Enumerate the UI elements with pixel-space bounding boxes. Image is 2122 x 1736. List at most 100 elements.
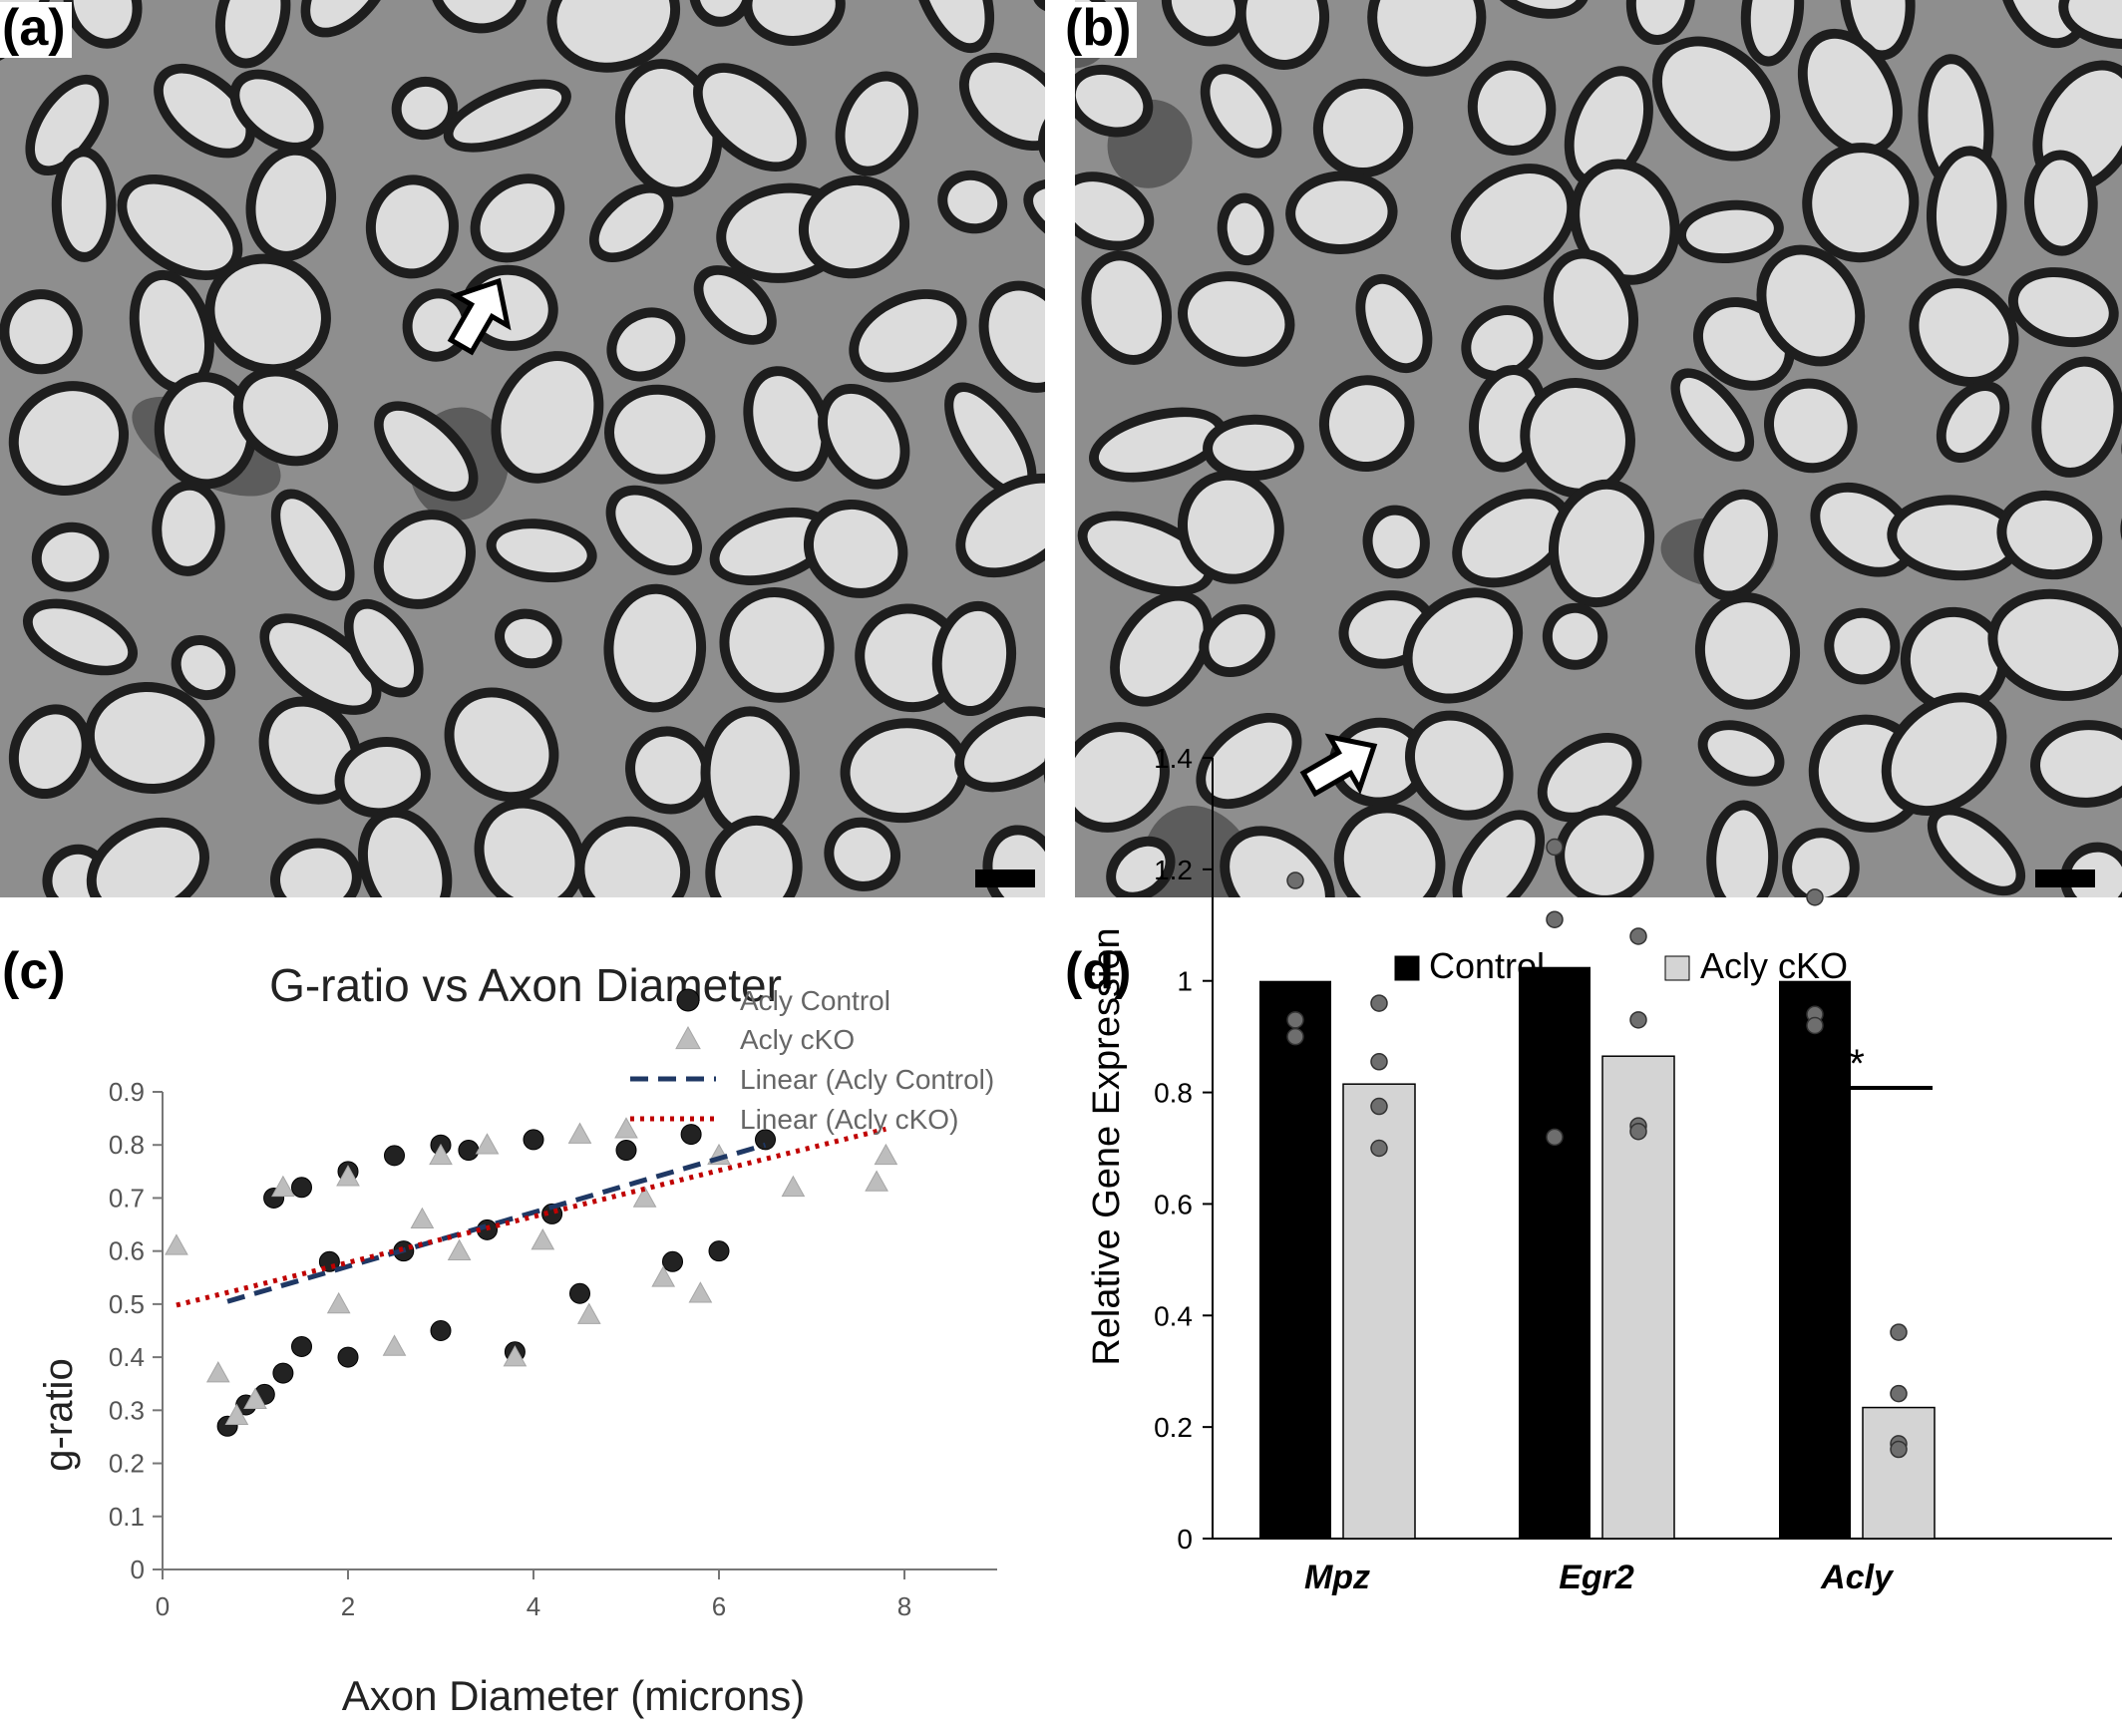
scatter-point-ckO — [865, 1170, 888, 1192]
axon — [710, 716, 790, 830]
panel-label-d: (d) — [1063, 945, 1138, 1001]
axon — [2006, 500, 2093, 570]
scatter-point-ckO — [567, 1122, 592, 1144]
axon — [1210, 74, 1272, 149]
axon — [1075, 181, 1145, 241]
axon — [859, 298, 957, 373]
axon — [454, 697, 549, 793]
legend-marker-control — [676, 988, 700, 1012]
axon — [1679, 377, 1745, 453]
bar-control — [1519, 966, 1591, 1539]
scale-bar-a — [975, 869, 1035, 887]
data-point — [1286, 1027, 1304, 1046]
axon — [255, 155, 327, 251]
axon — [353, 608, 415, 688]
axon — [845, 81, 909, 167]
axon — [703, 274, 768, 336]
bars: Mpz Egr2 Acly * — [1259, 838, 1936, 1596]
scatter-point-ckO — [224, 1403, 249, 1425]
scatter-point-control — [708, 1240, 730, 1262]
axon — [699, 0, 745, 17]
axon — [615, 495, 693, 566]
scatter-point-ckO — [410, 1207, 435, 1229]
axon — [1850, 0, 1906, 51]
scatter-point-control — [755, 1129, 776, 1151]
scatter-point-control — [569, 1282, 590, 1304]
y-tick-label: 0 — [131, 1555, 145, 1584]
axon — [1075, 74, 1144, 128]
axon — [1547, 742, 1632, 813]
axon — [224, 0, 281, 59]
axon — [988, 290, 1045, 383]
axon — [1910, 616, 1998, 704]
scatter-point-control — [680, 1124, 702, 1146]
axon — [1773, 388, 1848, 464]
scatter-point-control — [291, 1335, 312, 1357]
axon — [953, 391, 1028, 490]
axon — [1098, 417, 1218, 473]
data-point — [1806, 888, 1824, 906]
bar-legend: Control Acly cKO — [1394, 945, 1848, 986]
micrograph-b — [1075, 0, 2122, 897]
arrow-shape — [1299, 733, 1378, 798]
axon — [268, 706, 352, 795]
axon — [1206, 722, 1292, 800]
scatter-chart: G-ratio vs Axon Diameter g-ratio Axon Di… — [37, 959, 997, 1719]
y-tick-label: 0.6 — [109, 1236, 145, 1266]
y-tick-label: 0.1 — [109, 1502, 145, 1532]
bar-chart: Relative Gene Expression 0 0.2 0.4 0.6 0.8 1 1… — [1086, 743, 2112, 1596]
scatter-point-control — [662, 1250, 683, 1272]
legend-label: Linear (Acly Control) — [740, 1064, 994, 1095]
scatter-point-control — [291, 1177, 312, 1199]
axon — [616, 317, 676, 372]
scatter-legend: Acly Control Acly cKO Linear (Acly Control… — [630, 985, 994, 1135]
axon — [2068, 0, 2122, 40]
x-tick-label: 0 — [156, 1591, 170, 1621]
data-point — [1546, 1128, 1564, 1147]
axon — [624, 69, 713, 187]
data-point — [1890, 1323, 1908, 1341]
axon — [61, 157, 107, 252]
data-point — [1286, 871, 1304, 889]
data-point — [1890, 1384, 1908, 1403]
axon — [1812, 153, 1910, 253]
axon — [439, 0, 519, 24]
axon — [865, 613, 956, 703]
axon — [919, 0, 985, 44]
axon — [1704, 602, 1791, 700]
data-point — [1370, 1139, 1388, 1158]
bar-cko — [1342, 1083, 1416, 1540]
axon — [139, 279, 205, 384]
data-point — [1629, 927, 1647, 945]
axon — [1116, 846, 1166, 892]
axon — [1891, 702, 1997, 807]
axon — [1460, 174, 1568, 270]
data-point — [1370, 1097, 1388, 1116]
axon — [1552, 612, 1598, 660]
scale-bar-b — [2035, 869, 2095, 887]
axon — [1553, 258, 1629, 360]
axon — [968, 62, 1045, 142]
significance-star: * — [1849, 1042, 1865, 1086]
scatter-point-ckO — [336, 1165, 360, 1187]
axon — [752, 0, 836, 36]
axon — [614, 394, 706, 475]
axon — [715, 825, 793, 897]
axon — [1707, 730, 1775, 777]
axon — [1328, 385, 1405, 463]
legend-label: Acly Control — [740, 985, 890, 1016]
scatter-point-ckO — [447, 1238, 472, 1260]
axon — [1187, 281, 1285, 357]
scatter-point-ckO — [243, 1387, 267, 1409]
scatter-point-ckO — [530, 1227, 555, 1250]
axon — [162, 490, 215, 566]
bar-control — [1779, 980, 1851, 1539]
axon — [1580, 169, 1670, 275]
axon — [1530, 387, 1625, 489]
axon — [32, 608, 129, 666]
scatter-point-ckO — [632, 1186, 657, 1208]
axon — [1227, 202, 1264, 256]
axon — [1574, 76, 1644, 178]
scatter-point-ckO — [576, 1302, 601, 1324]
y-tick-label: 0.4 — [1154, 1300, 1193, 1331]
